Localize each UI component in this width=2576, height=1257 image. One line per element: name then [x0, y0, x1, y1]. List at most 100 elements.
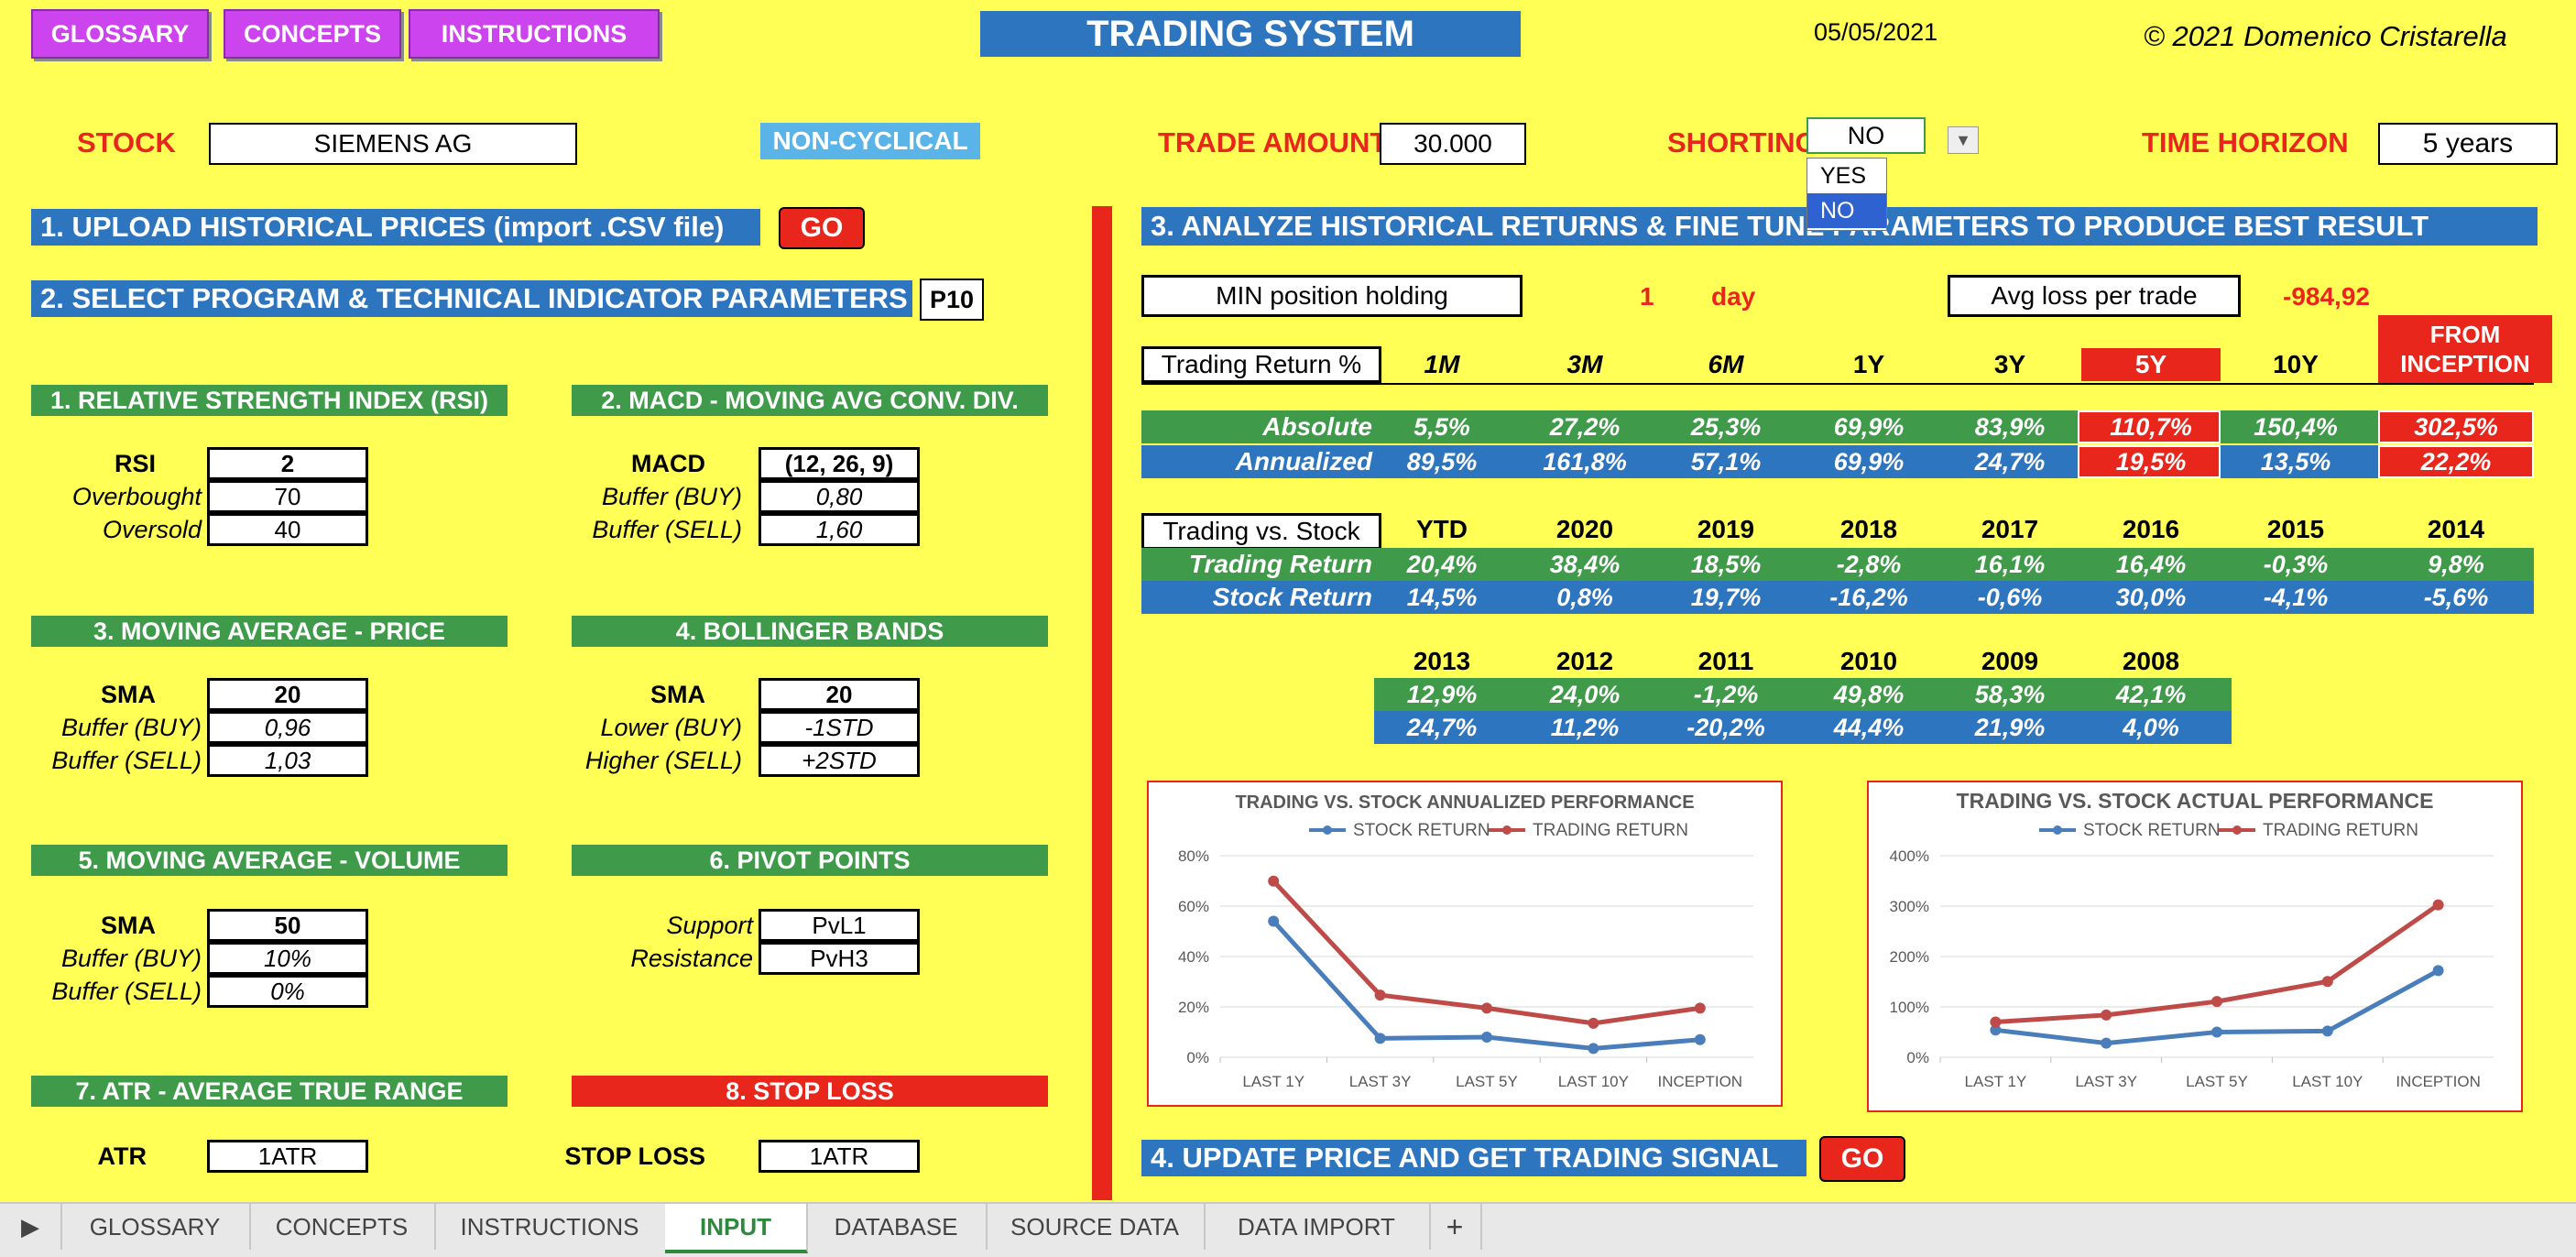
trade-amount-label: TRADE AMOUNT [1158, 126, 1388, 158]
stock1-value: -4,1% [2263, 583, 2329, 611]
ma-price-sma-input[interactable]: 20 [207, 678, 368, 711]
atr-input[interactable]: 1ATR [207, 1140, 368, 1173]
tab-instructions[interactable]: INSTRUCTIONS [434, 1204, 667, 1250]
macd-input[interactable]: (12, 26, 9) [759, 447, 920, 480]
bollinger-lower-input[interactable]: -1STD [759, 711, 920, 744]
tab-input[interactable]: INPUT [665, 1204, 808, 1253]
y-tick-label: 40% [1178, 948, 1209, 966]
data-point-stock [2211, 1026, 2222, 1038]
bollinger-sma-input[interactable]: 20 [759, 678, 920, 711]
trading1-value: 16,4% [2115, 550, 2187, 578]
resistance-input[interactable]: PvH3 [759, 942, 920, 975]
select-section-header: 2. SELECT PROGRAM & TECHNICAL INDICATOR … [31, 280, 912, 317]
annualized-value: 161,8% [1543, 447, 1627, 475]
section-divider [1092, 206, 1112, 1200]
trading2-value: 42,1% [2115, 680, 2187, 708]
support-label: Support [666, 912, 753, 939]
data-point-trading [1481, 1002, 1492, 1014]
trading1-value: 38,4% [1549, 550, 1621, 578]
ma-volume-buy-label: Buffer (BUY) [60, 945, 202, 972]
instructions-button[interactable]: INSTRUCTIONS [409, 9, 660, 59]
tab-concepts[interactable]: CONCEPTS [249, 1204, 436, 1250]
scroll-left-icon[interactable]: ▶ [0, 1204, 62, 1250]
stock2-value: 11,2% [1550, 713, 1620, 741]
ma-volume-sell-input[interactable]: 0% [207, 975, 368, 1008]
ma-price-buy-input[interactable]: 0,96 [207, 711, 368, 744]
ma-volume-sell-label: Buffer (SELL) [51, 978, 202, 1005]
year-header: 2019 [1697, 515, 1755, 543]
x-tick-label: LAST 10Y [2292, 1073, 2363, 1090]
bollinger-higher-input[interactable]: +2STD [759, 744, 920, 777]
year-header: 2012 [1555, 647, 1614, 675]
tab-source-data[interactable]: SOURCE DATA [986, 1204, 1206, 1250]
ma-price-sma-label: SMA [101, 681, 156, 708]
pivot-header: 6. PIVOT POINTS [572, 845, 1048, 876]
absolute-value: 27,2% [1549, 412, 1621, 441]
x-tick-label: INCEPTION [1658, 1073, 1743, 1090]
annualized-value: 89,5% [1406, 447, 1478, 475]
glossary-button[interactable]: GLOSSARY [31, 9, 209, 59]
legend-label: TRADING RETURN [2263, 821, 2418, 840]
stock1-value: -16,2% [1829, 583, 1908, 611]
annualized-chart: TRADING VS. STOCK ANNUALIZED PERFORMANCE… [1147, 781, 1783, 1107]
year-header: 2008 [2122, 647, 2180, 675]
annualized-value: 24,7% [1974, 447, 2046, 475]
rsi-input[interactable]: 2 [207, 447, 368, 480]
absolute-value: 69,9% [1833, 412, 1905, 441]
update-section-header: 4. UPDATE PRICE AND GET TRADING SIGNAL [1141, 1140, 1806, 1176]
ma-volume-sma-input[interactable]: 50 [207, 909, 368, 942]
highlight-cell [2378, 445, 2534, 478]
x-tick-label: LAST 1Y [1242, 1073, 1304, 1090]
year-header: 2011 [1697, 647, 1754, 675]
shorting-select[interactable]: NO [1806, 117, 1926, 154]
stock-label: STOCK [77, 126, 176, 158]
y-tick-label: 200% [1890, 948, 1929, 966]
shorting-option-no[interactable]: NO [1807, 193, 1886, 228]
signal-go-button[interactable]: GO [1819, 1136, 1905, 1182]
x-tick-label: LAST 5Y [2186, 1073, 2248, 1090]
trading1-row [1141, 548, 2534, 581]
page-title: TRADING SYSTEM [980, 11, 1521, 57]
stock1-row [1141, 581, 2534, 614]
stop-loss-label: STOP LOSS [564, 1142, 705, 1170]
chevron-down-icon[interactable]: ▼ [1948, 126, 1979, 154]
absolute-value: 302,5% [2414, 412, 2498, 441]
time-horizon-input[interactable]: 5 years [2378, 123, 2558, 165]
concepts-button[interactable]: CONCEPTS [224, 9, 401, 59]
data-point-stock [2321, 1025, 2333, 1037]
data-point-stock [2101, 1037, 2112, 1049]
tab-database[interactable]: DATABASE [806, 1204, 988, 1250]
highlight-cell [2378, 410, 2534, 443]
data-point-trading [1694, 1002, 1706, 1014]
tab-glossary[interactable]: GLOSSARY [60, 1204, 251, 1250]
program-input[interactable]: P10 [920, 279, 984, 321]
trade-amount-input[interactable]: 30.000 [1380, 123, 1526, 165]
stop-loss-input[interactable]: 1ATR [759, 1140, 920, 1173]
annualized-value: 22,2% [2420, 447, 2492, 475]
add-sheet-icon[interactable]: + [1429, 1204, 1482, 1250]
year-header: 2018 [1839, 515, 1898, 543]
trading1-value: 9,8% [2428, 550, 2484, 578]
macd-buy-buffer-input[interactable]: 0,80 [759, 480, 920, 513]
macd-sell-buffer-input[interactable]: 1,60 [759, 513, 920, 546]
annualized-value: 57,1% [1690, 447, 1762, 475]
support-input[interactable]: PvL1 [759, 909, 920, 942]
overbought-input[interactable]: 70 [207, 480, 368, 513]
oversold-input[interactable]: 40 [207, 513, 368, 546]
upload-go-button[interactable]: GO [779, 207, 865, 249]
stock1-value: 30,0% [2115, 583, 2187, 611]
stock-input[interactable]: SIEMENS AG [209, 123, 577, 165]
absolute-value: 83,9% [1974, 412, 2046, 441]
ma-price-sell-input[interactable]: 1,03 [207, 744, 368, 777]
shorting-option-yes[interactable]: YES [1820, 162, 1867, 189]
tab-data-import[interactable]: DATA IMPORT [1204, 1204, 1431, 1250]
min-holding-value[interactable]: 1 [1640, 282, 1654, 311]
copyright-text: © 2021 Domenico Cristarella [2144, 20, 2507, 52]
ma-price-header: 3. MOVING AVERAGE - PRICE [31, 616, 508, 647]
upload-section-header: 1. UPLOAD HISTORICAL PRICES (import .CSV… [31, 209, 760, 246]
ma-volume-buy-input[interactable]: 10% [207, 942, 368, 975]
resistance-label: Resistance [630, 945, 753, 972]
stock2-value: 21,9% [1974, 713, 2046, 741]
x-tick-label: LAST 10Y [1558, 1073, 1629, 1090]
annualized-row [1141, 445, 2534, 478]
